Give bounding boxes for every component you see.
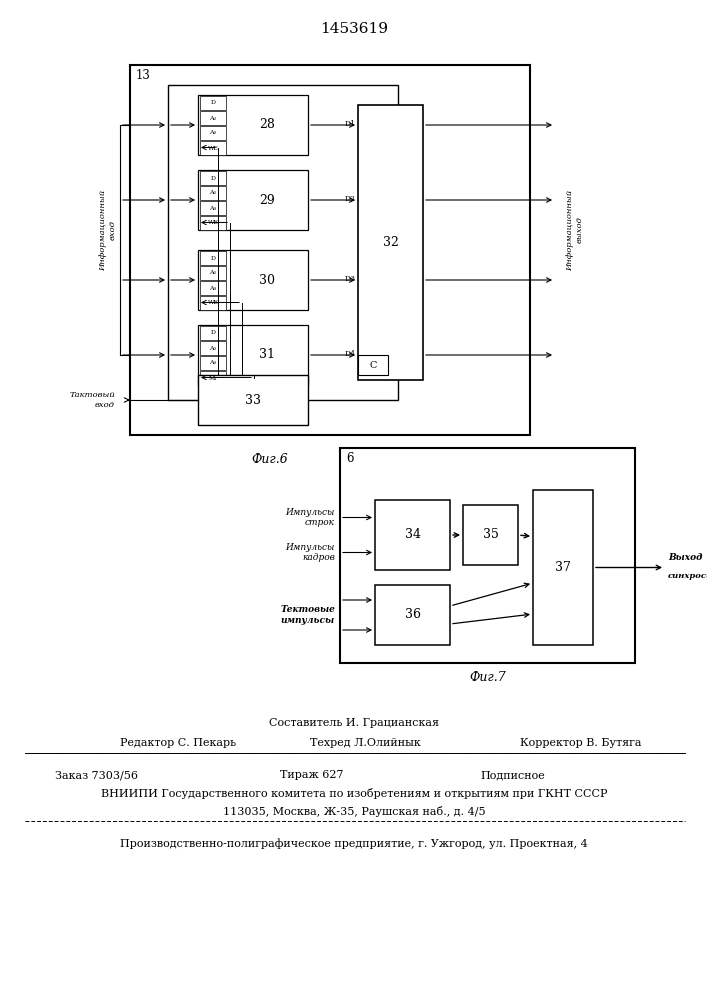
Text: A₀: A₀ bbox=[209, 270, 216, 275]
Text: A₉: A₉ bbox=[209, 360, 216, 365]
Text: Заказ 7303/56: Заказ 7303/56 bbox=[55, 770, 138, 780]
Text: D2: D2 bbox=[345, 195, 356, 203]
Bar bbox=[200, 186, 226, 200]
Text: Импульсы
кадров: Импульсы кадров bbox=[286, 543, 335, 562]
Bar bbox=[200, 126, 226, 140]
Text: 34: 34 bbox=[404, 528, 421, 542]
Bar bbox=[200, 341, 226, 355]
Text: D4: D4 bbox=[345, 350, 356, 358]
Text: 31: 31 bbox=[259, 349, 275, 361]
Bar bbox=[198, 325, 308, 385]
Bar bbox=[358, 355, 388, 375]
Text: 13: 13 bbox=[136, 69, 151, 82]
Text: 28: 28 bbox=[259, 118, 275, 131]
Text: A₉: A₉ bbox=[209, 130, 216, 135]
Text: 1453619: 1453619 bbox=[320, 22, 388, 36]
Text: Выход: Выход bbox=[668, 554, 702, 562]
Text: WE: WE bbox=[208, 145, 218, 150]
Text: ВНИИПИ Государственного комитета по изобретениям и открытиям при ГКНТ СССР: ВНИИПИ Государственного комитета по изоб… bbox=[101, 788, 607, 799]
Bar bbox=[200, 141, 226, 155]
Text: Редактор С. Пекарь: Редактор С. Пекарь bbox=[120, 738, 236, 748]
Text: Подписное: Подписное bbox=[480, 770, 545, 780]
Text: Информационный
выход: Информационный выход bbox=[566, 189, 583, 271]
Text: 113035, Москва, Ж-35, Раушская наб., д. 4/5: 113035, Москва, Ж-35, Раушская наб., д. … bbox=[223, 806, 485, 817]
Text: 30: 30 bbox=[259, 273, 275, 286]
Text: A₉: A₉ bbox=[209, 286, 216, 290]
Text: M₁: M₁ bbox=[209, 375, 217, 380]
Text: D: D bbox=[211, 255, 216, 260]
Bar bbox=[200, 371, 226, 385]
Bar bbox=[200, 216, 226, 230]
Text: Техред Л.Олийнык: Техред Л.Олийнык bbox=[310, 738, 421, 748]
Text: 32: 32 bbox=[382, 236, 399, 249]
Text: 6: 6 bbox=[346, 452, 354, 465]
Text: Производственно-полиграфическое предприятие, г. Ужгород, ул. Проектная, 4: Производственно-полиграфическое предприя… bbox=[120, 838, 588, 849]
Bar bbox=[358, 105, 423, 380]
Text: Корректор В. Бутяга: Корректор В. Бутяга bbox=[520, 738, 641, 748]
Text: 36: 36 bbox=[404, 608, 421, 621]
Text: D: D bbox=[211, 330, 216, 336]
Bar bbox=[200, 281, 226, 295]
Text: 35: 35 bbox=[483, 528, 498, 542]
Bar bbox=[200, 111, 226, 125]
Bar bbox=[463, 505, 518, 565]
Bar bbox=[200, 96, 226, 110]
Text: A₀: A₀ bbox=[209, 115, 216, 120]
Bar bbox=[200, 171, 226, 185]
Text: Тактовый
вход: Тактовый вход bbox=[69, 391, 115, 409]
Text: WE: WE bbox=[208, 300, 218, 306]
Text: D3: D3 bbox=[345, 275, 356, 283]
Bar bbox=[198, 170, 308, 230]
Bar bbox=[130, 65, 530, 435]
Text: синхросигнала: синхросигнала bbox=[668, 572, 707, 580]
Text: C: C bbox=[369, 360, 377, 369]
Bar bbox=[200, 251, 226, 265]
Text: 29: 29 bbox=[259, 194, 275, 207]
Text: A₉: A₉ bbox=[209, 206, 216, 211]
Bar bbox=[200, 356, 226, 370]
Text: D: D bbox=[211, 176, 216, 180]
Bar bbox=[200, 266, 226, 280]
Bar bbox=[198, 375, 308, 425]
Bar bbox=[200, 296, 226, 310]
Bar bbox=[375, 500, 450, 570]
Text: Тираж 627: Тираж 627 bbox=[280, 770, 344, 780]
Bar bbox=[198, 95, 308, 155]
Text: Импульсы
строк: Импульсы строк bbox=[286, 508, 335, 527]
Bar bbox=[168, 85, 398, 400]
Text: Фиг.7: Фиг.7 bbox=[469, 671, 506, 684]
Text: D1: D1 bbox=[345, 120, 356, 128]
Text: Тектовые
импульсы: Тектовые импульсы bbox=[280, 605, 335, 625]
Bar bbox=[200, 326, 226, 340]
Text: 37: 37 bbox=[555, 561, 571, 574]
Text: A₀: A₀ bbox=[209, 346, 216, 351]
Bar bbox=[533, 490, 593, 645]
Text: WE: WE bbox=[208, 221, 218, 226]
Text: D: D bbox=[211, 101, 216, 105]
Text: Фиг.6: Фиг.6 bbox=[252, 453, 288, 466]
Text: 33: 33 bbox=[245, 393, 261, 406]
Bar bbox=[340, 448, 635, 663]
Text: Информационный
вход: Информационный вход bbox=[100, 189, 117, 271]
Bar bbox=[375, 585, 450, 645]
Text: A₀: A₀ bbox=[209, 190, 216, 196]
Text: Составитель И. Грацианская: Составитель И. Грацианская bbox=[269, 718, 439, 728]
Bar bbox=[198, 250, 308, 310]
Bar bbox=[200, 201, 226, 215]
